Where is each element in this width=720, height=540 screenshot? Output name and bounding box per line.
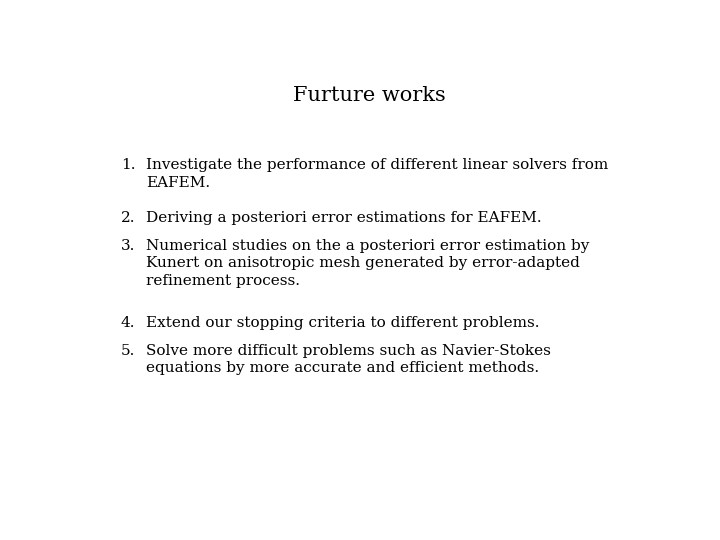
Text: 3.: 3. xyxy=(121,239,135,253)
Text: 1.: 1. xyxy=(121,158,135,172)
Text: 2.: 2. xyxy=(121,211,135,225)
Text: Numerical studies on the a posteriori error estimation by
Kunert on anisotropic : Numerical studies on the a posteriori er… xyxy=(145,239,589,288)
Text: Deriving a posteriori error estimations for EAFEM.: Deriving a posteriori error estimations … xyxy=(145,211,541,225)
Text: 5.: 5. xyxy=(121,344,135,358)
Text: 4.: 4. xyxy=(121,315,135,329)
Text: Investigate the performance of different linear solvers from
EAFEM.: Investigate the performance of different… xyxy=(145,158,608,190)
Text: Solve more difficult problems such as Navier-Stokes
equations by more accurate a: Solve more difficult problems such as Na… xyxy=(145,344,551,375)
Text: Furture works: Furture works xyxy=(292,85,446,105)
Text: Extend our stopping criteria to different problems.: Extend our stopping criteria to differen… xyxy=(145,315,539,329)
